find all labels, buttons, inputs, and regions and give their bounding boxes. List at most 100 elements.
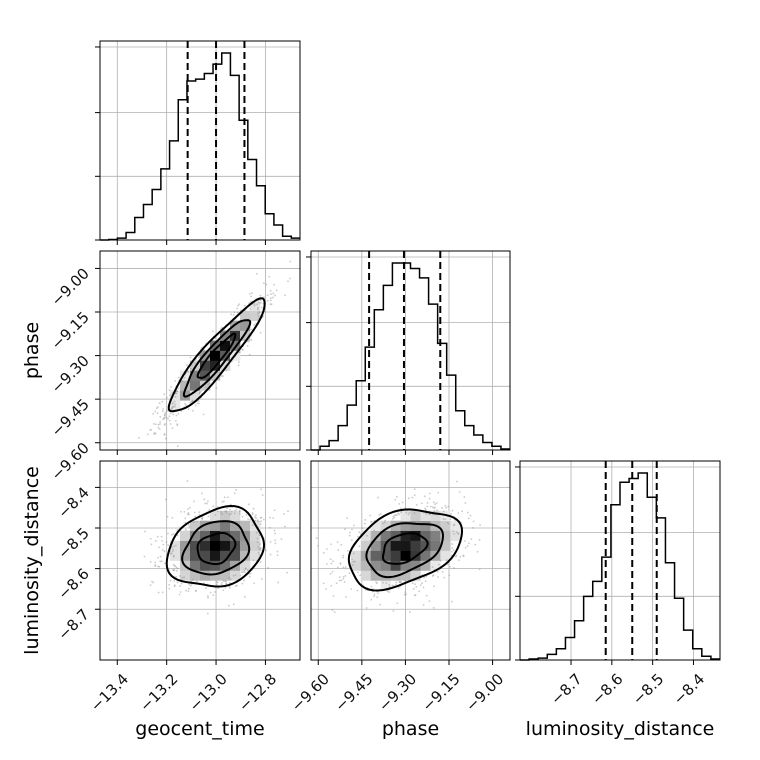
sample-point (255, 514, 257, 517)
sample-point (237, 304, 240, 307)
sample-point (257, 308, 259, 311)
sample-point (238, 303, 241, 306)
density-cell (220, 560, 231, 571)
sample-point (158, 565, 161, 568)
sample-point (153, 431, 156, 434)
sample-point (424, 508, 427, 511)
sample-point (188, 525, 191, 528)
sample-point (212, 330, 214, 333)
sample-point (195, 589, 198, 592)
sample-point (176, 445, 179, 448)
density-cell (190, 570, 201, 581)
sample-point (244, 567, 247, 570)
sample-point (275, 289, 278, 292)
sample-point (261, 494, 264, 497)
sample-point (224, 510, 227, 513)
sample-point (198, 511, 201, 514)
sample-point (424, 580, 427, 583)
sample-point (398, 502, 401, 505)
sample-point (240, 571, 243, 573)
sample-point (150, 543, 153, 546)
sample-point (429, 505, 432, 508)
sample-point (171, 550, 174, 553)
sample-point (351, 558, 353, 561)
density-cell (180, 570, 191, 581)
sample-point (253, 323, 256, 326)
sample-point (426, 502, 429, 504)
density-cell (420, 560, 431, 571)
sample-point (173, 545, 176, 548)
sample-point (156, 535, 159, 538)
sample-point (258, 311, 261, 314)
sample-point (392, 609, 395, 612)
sample-point (187, 524, 190, 526)
sample-point (397, 587, 400, 589)
sample-point (158, 428, 161, 430)
sample-point (157, 423, 160, 426)
sample-point (247, 518, 250, 521)
contour-level-1 (196, 332, 237, 379)
sample-point (287, 510, 289, 513)
sample-point (464, 546, 467, 549)
y-tick-label: −9.30 (48, 352, 93, 397)
sample-point (160, 535, 163, 538)
density-cell (350, 550, 362, 561)
sample-point (180, 510, 182, 513)
sample-point (434, 506, 436, 509)
sample-point (245, 513, 248, 516)
sample-point (176, 569, 178, 572)
sample-point (157, 426, 160, 429)
sample-point (229, 512, 232, 515)
sample-point (415, 503, 418, 506)
density-cell (370, 520, 381, 531)
sample-point (243, 569, 246, 572)
sample-point (191, 579, 194, 581)
sample-point (207, 383, 209, 386)
sample-point (420, 502, 423, 505)
density-cell (440, 520, 451, 531)
sample-point (414, 583, 416, 586)
density-cell (250, 550, 261, 561)
sample-point (236, 584, 238, 587)
sample-point (458, 559, 460, 562)
sample-point (172, 569, 174, 571)
contour-level-3 (165, 505, 266, 588)
density-cell (450, 520, 461, 531)
sample-point (342, 556, 344, 559)
sample-point (178, 593, 181, 596)
sample-point (353, 524, 355, 527)
sample-point (456, 480, 458, 483)
x-tick-label: −13.4 (87, 670, 132, 715)
sample-point (455, 531, 458, 533)
sample-point (229, 503, 232, 506)
sample-point (193, 521, 195, 524)
sample-point (469, 514, 472, 517)
density-cell (410, 570, 421, 581)
sample-point (257, 520, 260, 523)
sample-point (173, 584, 176, 587)
sample-point (194, 590, 197, 593)
density-cell (220, 330, 231, 341)
panel-frame (99, 40, 301, 241)
density-cell (430, 530, 441, 541)
sample-point (158, 402, 161, 404)
sample-point (251, 511, 254, 514)
sample-point (375, 581, 378, 584)
sample-point (405, 593, 408, 595)
sample-point (404, 591, 407, 593)
sample-point (176, 423, 179, 426)
sample-point (214, 337, 217, 339)
sample-point (330, 543, 333, 546)
sample-point (174, 403, 177, 406)
sample-point (350, 588, 353, 590)
sample-point (241, 582, 244, 585)
sample-point (373, 595, 376, 598)
sample-point (376, 596, 379, 599)
density-cell (180, 540, 191, 551)
density-cell (380, 560, 391, 571)
sample-point (396, 514, 398, 517)
sample-point (259, 517, 262, 519)
sample-point (333, 611, 336, 614)
sample-point (350, 539, 353, 541)
sample-point (204, 502, 207, 505)
